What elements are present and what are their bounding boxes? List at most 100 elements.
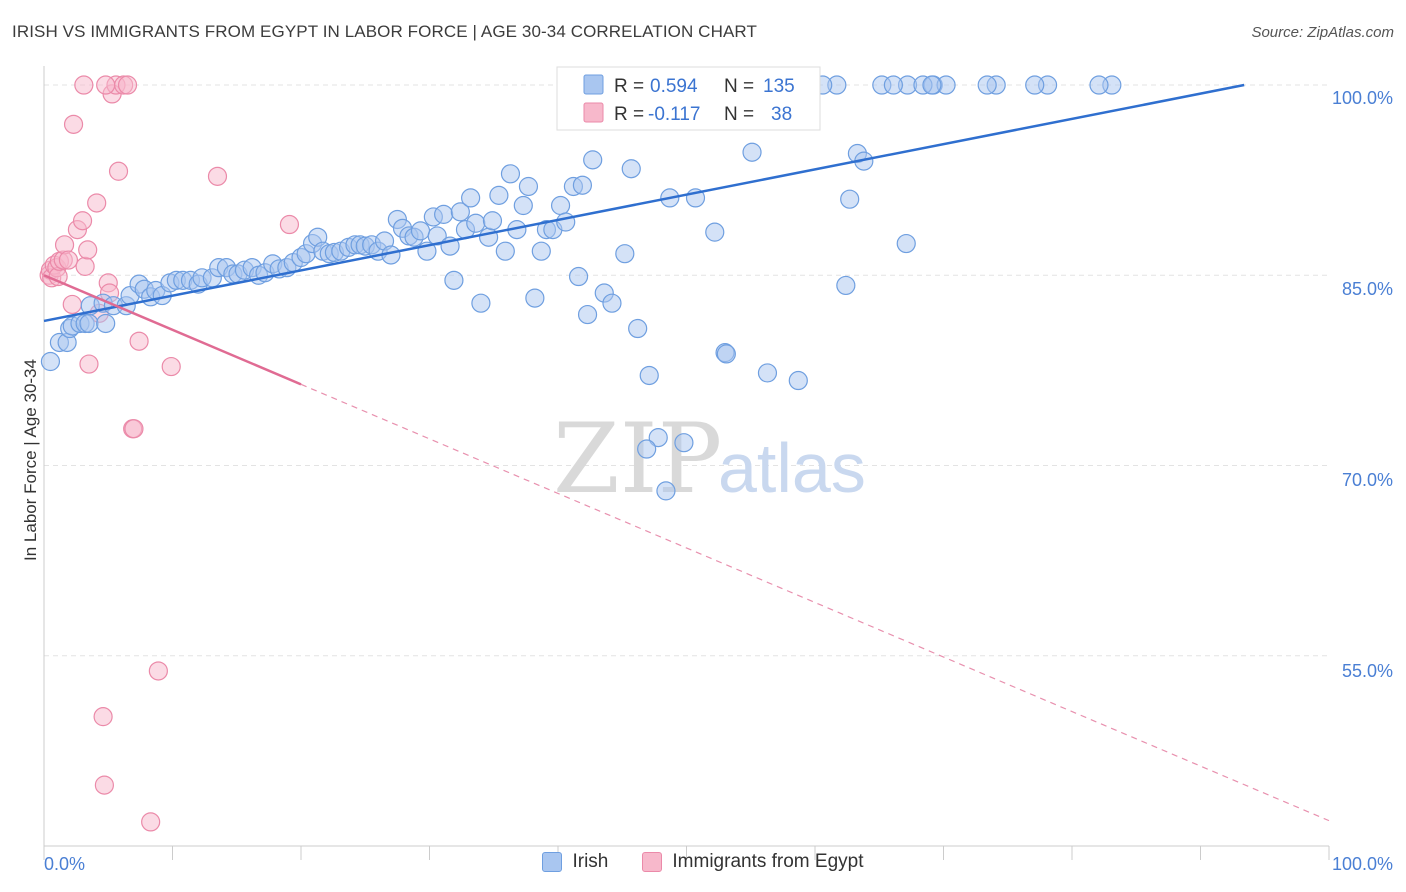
irish-point-74 xyxy=(500,164,521,184)
irish-point-93 xyxy=(628,318,648,339)
irish-point-134 xyxy=(1089,75,1109,95)
irish-point-87 xyxy=(577,304,598,325)
irish-n-label: N = xyxy=(724,76,754,97)
irish-trend-line xyxy=(43,83,1245,323)
irish-point-105 xyxy=(840,189,860,209)
source-credit: Source: ZipAtlas.com xyxy=(1251,24,1394,41)
irish-swatch xyxy=(542,852,563,872)
irish-point-79 xyxy=(531,241,551,261)
irish-point-94 xyxy=(639,365,659,386)
y-axis-label: In Labor Force | Age 30-34 xyxy=(21,359,40,561)
x-tick-label-1: 100.0% xyxy=(1332,854,1393,874)
irish-point-90 xyxy=(602,293,622,313)
irish-point-133 xyxy=(1025,75,1045,95)
egypt-point-25 xyxy=(108,161,129,181)
egypt-legend-swatch xyxy=(583,102,604,123)
irish-point-129 xyxy=(883,75,903,95)
egypt-point-36 xyxy=(74,75,94,95)
irish-point-101 xyxy=(742,142,762,162)
y-tick-label-1: 85.0% xyxy=(1342,279,1393,299)
egypt-point-31 xyxy=(141,812,161,832)
y-tick-label-3: 55.0% xyxy=(1342,661,1393,681)
irish-point-8 xyxy=(96,313,116,334)
egypt-point-10 xyxy=(62,294,82,315)
irish-point-132 xyxy=(977,75,997,95)
egypt-point-29 xyxy=(124,419,144,439)
egypt-points xyxy=(39,75,300,832)
irish-point-0 xyxy=(40,351,61,372)
irish-point-85 xyxy=(568,266,589,287)
irish-point-104 xyxy=(836,275,856,296)
watermark-atlas: atlas xyxy=(718,429,866,507)
egypt-point-34 xyxy=(207,166,228,186)
irish-point-72 xyxy=(489,185,509,205)
egypt-r-value: -0.117 xyxy=(648,104,700,125)
egypt-point-9 xyxy=(58,250,79,270)
egypt-point-32 xyxy=(148,661,168,681)
irish-point-69 xyxy=(471,293,491,313)
egypt-legend-label: Immigrants from Egypt xyxy=(672,851,864,872)
egypt-point-30 xyxy=(129,331,149,351)
irish-point-88 xyxy=(583,150,603,170)
irish-n-value: 135 xyxy=(763,76,795,97)
irish-point-65 xyxy=(450,202,470,222)
egypt-point-17 xyxy=(87,193,107,213)
irish-point-103 xyxy=(788,370,808,391)
bottom-legend-irish: Irish xyxy=(542,851,608,873)
egypt-r-label: R = xyxy=(614,104,644,125)
egypt-point-27 xyxy=(117,75,138,95)
chart-title: IRISH VS IMMIGRANTS FROM EGYPT IN LABOR … xyxy=(12,22,757,41)
x-tick-label-0: 0.0% xyxy=(44,854,85,874)
bottom-legend-egypt: Immigrants from Egypt xyxy=(642,851,864,873)
irish-point-82 xyxy=(550,195,571,216)
egypt-point-15 xyxy=(78,240,98,260)
egypt-swatch xyxy=(642,852,663,872)
irish-point-58 xyxy=(410,221,431,241)
egypt-point-14 xyxy=(75,256,95,276)
irish-point-73 xyxy=(495,241,515,261)
irish-point-122 xyxy=(648,428,668,448)
irish-point-70 xyxy=(479,227,499,247)
irish-point-131 xyxy=(922,75,942,95)
irish-point-64 xyxy=(444,270,464,290)
irish-point-77 xyxy=(518,176,539,197)
irish-point-71 xyxy=(482,211,503,231)
irish-point-83 xyxy=(556,212,576,232)
irish-point-92 xyxy=(621,159,641,179)
irish-r-label: R = xyxy=(614,76,644,97)
irish-legend-swatch xyxy=(583,74,604,95)
egypt-trend-line xyxy=(43,274,302,386)
irish-point-7 xyxy=(79,313,99,334)
bottom-legend: Irish Immigrants from Egypt xyxy=(0,851,1406,873)
egypt-point-20 xyxy=(94,775,114,795)
egypt-point-16 xyxy=(79,354,99,374)
irish-point-98 xyxy=(705,222,725,242)
egypt-n-value: 38 xyxy=(771,104,792,125)
irish-r-value: 0.594 xyxy=(650,76,698,97)
irish-point-61 xyxy=(427,226,447,246)
irish-point-67 xyxy=(461,188,481,208)
irish-point-76 xyxy=(513,195,533,216)
egypt-point-35 xyxy=(279,214,300,235)
egypt-point-19 xyxy=(93,707,113,727)
irish-point-68 xyxy=(466,213,486,233)
irish-point-62 xyxy=(434,204,454,224)
irish-point-102 xyxy=(757,363,778,383)
irish-point-91 xyxy=(615,244,635,264)
irish-legend-label: Irish xyxy=(572,851,609,872)
egypt-point-33 xyxy=(161,356,181,377)
grid-layer xyxy=(44,84,1329,657)
irish-point-100 xyxy=(716,344,736,364)
egypt-point-13 xyxy=(72,211,93,231)
irish-point-86 xyxy=(572,175,593,195)
egypt-n-label: N = xyxy=(724,104,754,125)
stats-legend: R = 0.594 N = 135 R = -0.117 N = 38 xyxy=(556,66,821,131)
egypt-point-11 xyxy=(63,114,84,134)
irish-point-124 xyxy=(656,481,676,501)
irish-point-78 xyxy=(525,288,545,308)
irish-point-96 xyxy=(674,433,694,453)
y-tick-label-0: 100.0% xyxy=(1332,88,1393,108)
irish-point-123 xyxy=(637,439,657,459)
y-tick-label-2: 70.0% xyxy=(1342,470,1393,490)
